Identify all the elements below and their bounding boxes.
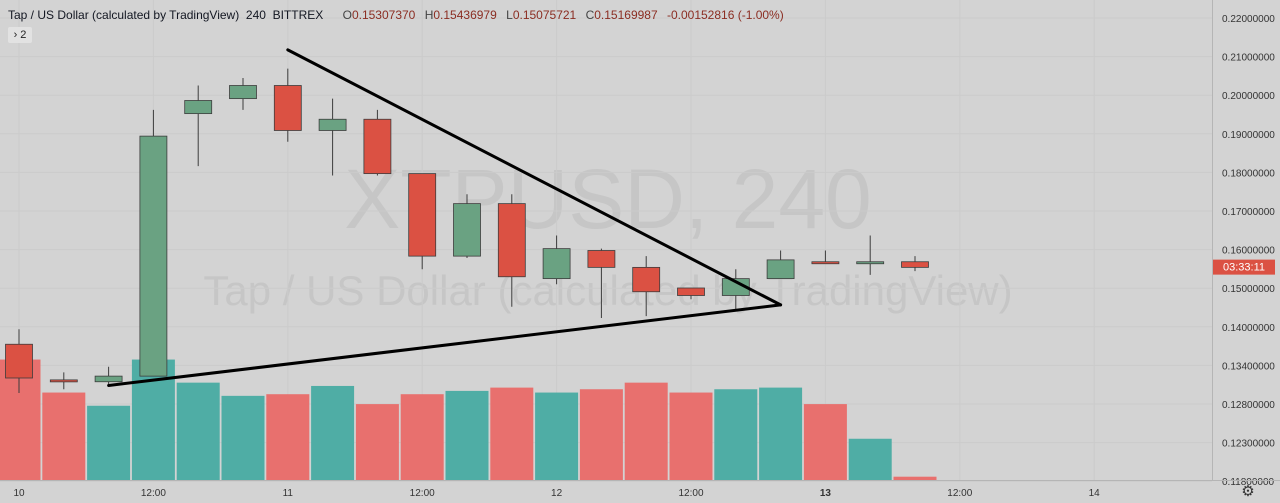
x-tick-label: 12:00 (947, 488, 972, 499)
y-tick-label: 0.22000000 (1222, 14, 1275, 25)
y-tick-label: 0.17000000 (1222, 207, 1275, 218)
x-tick-label: 10 (13, 488, 25, 499)
x-tick-label: 12:00 (410, 488, 435, 499)
volume-bar (87, 405, 131, 480)
volume-bar (535, 392, 579, 480)
volume-bar (893, 476, 937, 480)
y-tick-label: 0.14000000 (1222, 323, 1275, 334)
trendline[interactable] (107, 303, 783, 387)
open-value: O0.15307370 (342, 8, 416, 22)
candle (632, 256, 661, 317)
volume-bar (714, 389, 758, 480)
candle (587, 248, 616, 318)
x-tick-label: 11 (283, 488, 294, 499)
trendlines[interactable] (107, 48, 783, 387)
y-tick-label: 0.19000000 (1222, 130, 1275, 141)
volume-bar (221, 395, 265, 480)
candle (273, 68, 302, 142)
candle (318, 98, 347, 176)
volume-bar (579, 389, 623, 480)
candles (5, 68, 929, 393)
close-value: C0.15169987 (585, 8, 658, 22)
last-price-badge: 03:33:11 (1213, 259, 1275, 275)
x-tick-label: 12:00 (678, 488, 703, 499)
x-tick-label: 13 (820, 488, 832, 499)
y-tick-label: 0.16000000 (1222, 246, 1275, 257)
candle (766, 250, 795, 280)
y-tick-label: 0.21000000 (1222, 53, 1275, 64)
volume-bar (445, 390, 489, 480)
candle (408, 173, 437, 270)
volume-bar (311, 385, 355, 480)
high-value: H0.15436979 (424, 8, 497, 22)
volume-bar (624, 382, 668, 480)
y-tick-label: 0.13400000 (1222, 361, 1275, 372)
volume-bar (803, 404, 847, 480)
volume-bar (848, 438, 892, 480)
volume-bar (42, 392, 86, 480)
candle (184, 85, 213, 167)
candle (229, 78, 257, 110)
candle (139, 109, 168, 377)
volume-bar (0, 359, 41, 480)
change-value: -0.00152816 (-1.00%) (666, 8, 784, 22)
price-axis[interactable]: 0.22000000 0.21000000 0.20000000 0.19000000… (1222, 14, 1275, 503)
trendline[interactable] (286, 48, 783, 307)
volume-bars (0, 359, 937, 480)
volume-bar (759, 387, 803, 480)
x-tick-label: 14 (1089, 488, 1101, 499)
countdown-label: 03:33:11 (1223, 262, 1265, 274)
volume-bar (400, 394, 444, 480)
y-tick-label: 0.12800000 (1222, 400, 1275, 411)
y-tick-label: 0.18000000 (1222, 168, 1275, 179)
time-axis[interactable]: 10 12:00 11 12:00 12 12:00 13 12:00 14 (13, 488, 1100, 499)
candle (497, 194, 526, 307)
volume-bar (669, 392, 713, 480)
candle (94, 366, 123, 386)
volume-bar (176, 382, 220, 480)
indicators-toggle-button[interactable]: › 2 (8, 27, 32, 43)
watermark-description: Tap / US Dollar (calculated by TradingVi… (203, 267, 1012, 314)
candle (856, 235, 885, 275)
candle (49, 372, 78, 390)
y-tick-label: 0.15000000 (1222, 284, 1275, 295)
candle (363, 109, 392, 176)
candle (5, 329, 33, 393)
candle (542, 235, 571, 285)
symbol-legend: Tap / US Dollar (calculated by TradingVi… (8, 8, 784, 22)
symbol-title[interactable]: Tap / US Dollar (calculated by TradingVi… (8, 8, 324, 22)
y-tick-label: 0.12300000 (1222, 439, 1275, 450)
gear-icon[interactable]: ⚙ (1241, 483, 1255, 500)
x-tick-label: 12:00 (141, 488, 166, 499)
low-value: L0.15075721 (506, 8, 577, 22)
volume-bar (490, 387, 534, 480)
candle (901, 256, 929, 272)
candle (677, 287, 705, 300)
y-tick-label: 0.20000000 (1222, 91, 1275, 102)
y-tick-label: 0.11800000 (1222, 477, 1275, 488)
candle (453, 194, 481, 258)
candle (811, 250, 840, 265)
volume-bar (355, 404, 399, 480)
x-tick-label: 12 (551, 488, 563, 499)
volume-bar (266, 394, 310, 480)
